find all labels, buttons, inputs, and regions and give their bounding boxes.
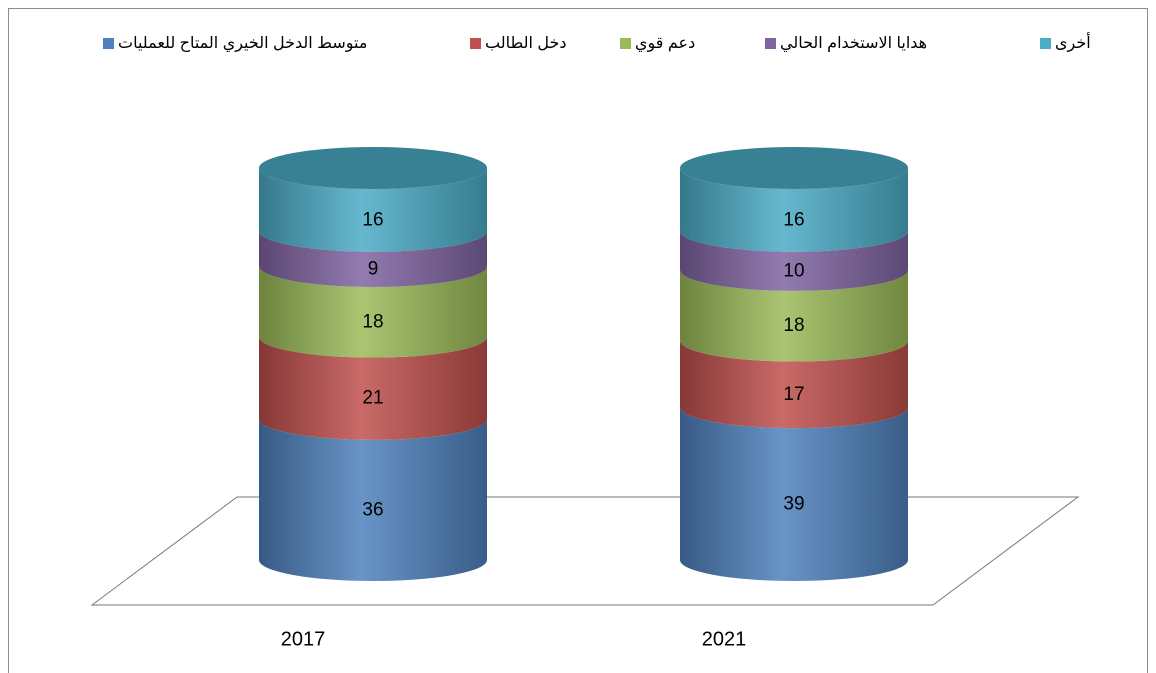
x-tick-label: 2021 (702, 628, 747, 650)
cylinder-segment (259, 168, 487, 252)
legend-label: متوسط الدخل الخيري المتاح للعمليات (118, 35, 367, 53)
legend-label: أخرى (1055, 32, 1091, 53)
cylinder-top (680, 147, 908, 189)
cylinder-segment (259, 418, 487, 581)
cylinder-segment (259, 266, 487, 358)
legend-label: دخل الطالب (485, 35, 566, 52)
cylinder-segment (680, 168, 908, 252)
legend-swatch (1040, 38, 1051, 49)
data-label: 16 (362, 209, 383, 230)
data-label: 18 (362, 311, 383, 332)
cylinder-segment (680, 269, 908, 362)
chart-border (8, 8, 1148, 673)
data-label: 17 (783, 384, 804, 405)
cylinder-segment (259, 230, 487, 287)
data-label: 21 (362, 388, 383, 409)
data-label: 39 (783, 494, 804, 515)
x-tick-label: 2017 (281, 628, 326, 650)
data-label: 10 (783, 260, 804, 281)
cylinder-segment (259, 336, 487, 440)
legend-swatch (470, 38, 481, 49)
legend-label: دعم قوي (635, 35, 695, 53)
data-label: 16 (783, 209, 804, 230)
legend-swatch (620, 38, 631, 49)
cylinder-segment (680, 407, 908, 581)
cylinder-segment (680, 340, 908, 429)
cylinder-segment (680, 230, 908, 291)
floor (90, 496, 1080, 606)
data-label: 9 (368, 258, 379, 279)
data-label: 36 (362, 499, 383, 520)
legend-swatch (103, 38, 114, 49)
data-label: 18 (783, 315, 804, 336)
legend-label: هدايا الاستخدام الحالي (780, 35, 927, 53)
cylinder-top (259, 147, 487, 189)
legend-swatch (765, 38, 776, 49)
